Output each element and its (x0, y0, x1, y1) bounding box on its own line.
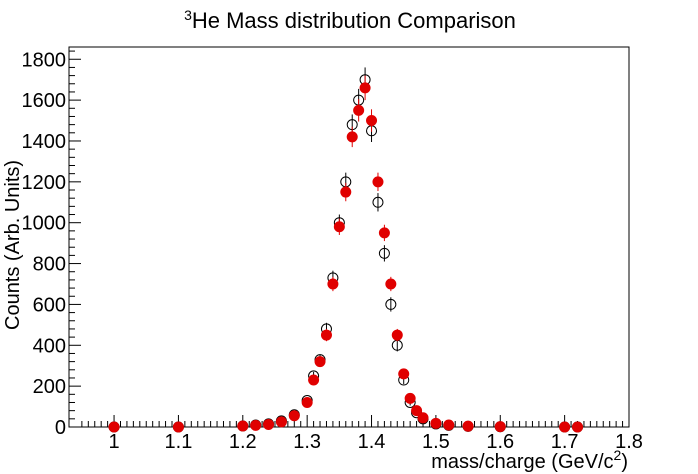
data-point-open (385, 298, 397, 310)
x-tick-label: 1.7 (551, 431, 579, 453)
data-point-filled (353, 104, 365, 116)
data-point-filled (250, 419, 262, 431)
data-point-filled (172, 421, 184, 433)
data-point-filled (404, 392, 416, 404)
data-point-filled (359, 82, 371, 94)
data-point-filled (443, 419, 455, 431)
x-tick-label: 1.2 (229, 431, 257, 453)
data-point-filled (327, 278, 339, 290)
data-point-filled (263, 419, 275, 431)
chart-title-main: He Mass distribution Comparison (192, 8, 516, 33)
data-point-filled (411, 405, 423, 417)
y-tick-label: 600 (33, 294, 66, 316)
chart-title: 3He Mass distribution Comparison (184, 7, 516, 33)
y-tick-label: 1000 (22, 213, 67, 235)
data-point-filled (559, 421, 571, 433)
y-tick-label: 1800 (22, 49, 67, 71)
x-tick-label: 1.1 (165, 431, 193, 453)
data-point-filled (372, 176, 384, 188)
data-point-filled (572, 421, 584, 433)
data-point-filled (275, 416, 287, 428)
data-point-filled (378, 227, 390, 239)
chart-title-superscript: 3 (184, 7, 192, 23)
x-axis-ticks: 1 1.1 1.2 1.3 1.4 1.5 1.6 1.7 1.8 (81, 415, 643, 453)
x-tick-label: 1.6 (486, 431, 514, 453)
x-axis-title-close: ) (621, 451, 628, 473)
data-point-filled (366, 115, 378, 127)
x-tick-label: 1 (108, 431, 119, 453)
y-axis-title: Counts (Arb. Units) (2, 160, 24, 330)
data-point-filled (288, 410, 300, 422)
data-point-filled (320, 329, 332, 341)
data-point-filled (430, 417, 442, 429)
data-point-filled (346, 131, 358, 143)
y-tick-label: 1200 (22, 172, 67, 194)
y-tick-label: 1600 (22, 90, 67, 112)
data-point-filled (417, 412, 429, 424)
series-filled-markers (108, 75, 584, 433)
data-point-filled (385, 278, 397, 290)
data-point-filled (333, 221, 345, 233)
data-point-filled (494, 421, 506, 433)
data-series-layer (108, 67, 584, 433)
data-point-filled (340, 186, 352, 198)
y-tick-label: 400 (33, 335, 66, 357)
y-tick-label: 800 (33, 254, 66, 276)
data-point-filled (314, 356, 326, 368)
x-tick-label: 1.3 (293, 431, 321, 453)
x-tick-label: 1.4 (358, 431, 386, 453)
data-point-filled (308, 374, 320, 386)
data-point-open (372, 196, 384, 208)
x-tick-label: 1.5 (422, 431, 450, 453)
data-point-open (378, 247, 390, 259)
data-point-filled (237, 420, 249, 432)
series-open-markers (108, 67, 584, 433)
data-point-filled (398, 368, 410, 380)
x-axis-title-main: mass/charge (GeV/c (431, 451, 613, 473)
y-tick-label: 200 (33, 376, 66, 398)
y-axis-ticks: 0 200 400 600 800 1000 1200 1400 1600 1800 (22, 49, 81, 439)
plot-frame (68, 46, 630, 428)
data-point-filled (108, 421, 120, 433)
x-tick-label: 1.8 (615, 431, 643, 453)
x-axis-title-superscript: 2 (614, 447, 622, 463)
y-tick-label: 1400 (22, 131, 67, 153)
y-tick-label: 0 (55, 417, 66, 439)
x-axis-title: mass/charge (GeV/c2) (431, 447, 628, 473)
data-point-filled (462, 420, 474, 432)
data-point-filled (301, 396, 313, 408)
data-point-filled (391, 329, 403, 341)
